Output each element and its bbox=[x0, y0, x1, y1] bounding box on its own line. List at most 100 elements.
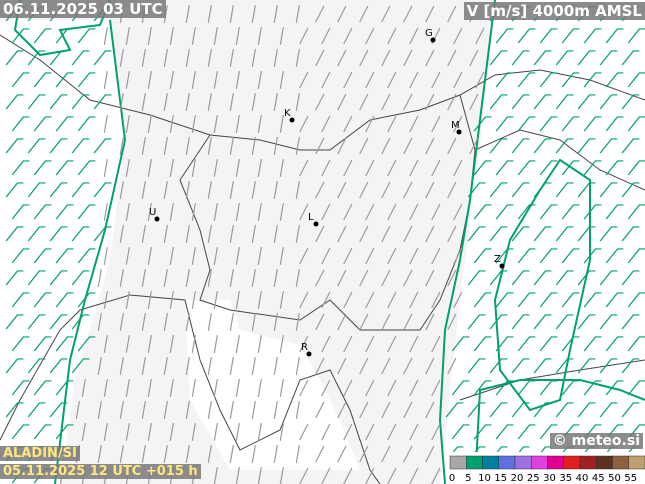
barb bbox=[517, 116, 536, 132]
barb bbox=[583, 380, 602, 396]
legend-swatch bbox=[547, 455, 564, 470]
barb bbox=[279, 115, 284, 133]
barb bbox=[431, 335, 441, 353]
barb bbox=[387, 291, 397, 309]
barb bbox=[577, 182, 596, 198]
barb bbox=[343, 27, 353, 45]
barb bbox=[163, 401, 168, 419]
barb bbox=[381, 5, 391, 23]
barb bbox=[103, 27, 108, 45]
barb bbox=[533, 358, 552, 374]
barb bbox=[315, 49, 325, 67]
barb bbox=[75, 401, 80, 419]
barb bbox=[299, 379, 309, 397]
barb bbox=[511, 138, 530, 154]
barb bbox=[605, 380, 624, 396]
barb bbox=[561, 160, 580, 176]
barb bbox=[257, 71, 262, 89]
barb bbox=[605, 292, 624, 308]
barb bbox=[299, 71, 309, 89]
barb bbox=[299, 467, 309, 484]
barb bbox=[169, 71, 174, 89]
city-label: G bbox=[425, 28, 433, 39]
barb bbox=[447, 225, 457, 243]
barb bbox=[555, 226, 574, 242]
barb bbox=[539, 116, 558, 132]
barb bbox=[473, 116, 492, 132]
legend-tick: 55 bbox=[624, 473, 637, 484]
barb bbox=[599, 182, 618, 198]
barb bbox=[33, 292, 52, 308]
barb bbox=[489, 138, 508, 154]
barb bbox=[599, 226, 618, 242]
barb bbox=[387, 115, 397, 133]
barb bbox=[273, 181, 278, 199]
barb bbox=[409, 335, 419, 353]
barb bbox=[119, 181, 124, 199]
barb bbox=[517, 28, 536, 44]
barb bbox=[539, 380, 558, 396]
barb bbox=[409, 379, 419, 397]
barb bbox=[119, 49, 124, 67]
barb bbox=[141, 269, 146, 287]
barb bbox=[583, 292, 602, 308]
barb bbox=[453, 115, 463, 133]
barb bbox=[605, 336, 624, 352]
barb bbox=[5, 358, 24, 374]
barb bbox=[555, 50, 574, 66]
barb bbox=[517, 248, 536, 264]
barb bbox=[141, 313, 146, 331]
barb bbox=[387, 71, 397, 89]
barb bbox=[627, 248, 645, 264]
barb bbox=[257, 335, 262, 353]
barb bbox=[235, 423, 240, 441]
barb bbox=[495, 160, 514, 176]
barb bbox=[409, 467, 419, 484]
barb bbox=[33, 380, 52, 396]
barb bbox=[141, 225, 146, 243]
barb bbox=[583, 116, 602, 132]
barb bbox=[295, 225, 300, 243]
barb bbox=[583, 72, 602, 88]
barb bbox=[337, 269, 347, 287]
city-dot bbox=[306, 351, 312, 357]
barb bbox=[191, 115, 196, 133]
barb bbox=[431, 291, 441, 309]
barb bbox=[489, 402, 508, 418]
barb bbox=[235, 247, 240, 265]
barb bbox=[295, 357, 300, 375]
barb bbox=[381, 225, 391, 243]
barb bbox=[495, 292, 514, 308]
barb bbox=[403, 357, 413, 375]
barb bbox=[337, 445, 347, 463]
barb bbox=[425, 313, 435, 331]
barb bbox=[141, 93, 146, 111]
barb bbox=[141, 181, 146, 199]
barb bbox=[125, 71, 130, 89]
barb bbox=[125, 27, 130, 45]
barb bbox=[453, 159, 463, 177]
barb bbox=[229, 357, 234, 375]
barb bbox=[489, 94, 508, 110]
barb bbox=[621, 314, 640, 330]
barb bbox=[191, 27, 196, 45]
barb bbox=[169, 379, 174, 397]
barb bbox=[473, 160, 492, 176]
legend-tick: 15 bbox=[494, 473, 507, 484]
barb bbox=[103, 423, 108, 441]
barb bbox=[627, 72, 645, 88]
barb bbox=[583, 28, 602, 44]
barb bbox=[599, 358, 618, 374]
barb bbox=[163, 445, 168, 463]
barb bbox=[295, 93, 300, 111]
barb bbox=[125, 291, 130, 309]
run: 05.11.2025 12 UTC +015 h bbox=[0, 464, 201, 479]
cities: G K M U L Z R bbox=[149, 28, 505, 357]
barb bbox=[119, 357, 124, 375]
barb bbox=[359, 137, 369, 155]
barb bbox=[11, 204, 30, 220]
barb bbox=[409, 247, 419, 265]
barb bbox=[425, 225, 435, 243]
barb bbox=[539, 204, 558, 220]
barb bbox=[251, 313, 256, 331]
